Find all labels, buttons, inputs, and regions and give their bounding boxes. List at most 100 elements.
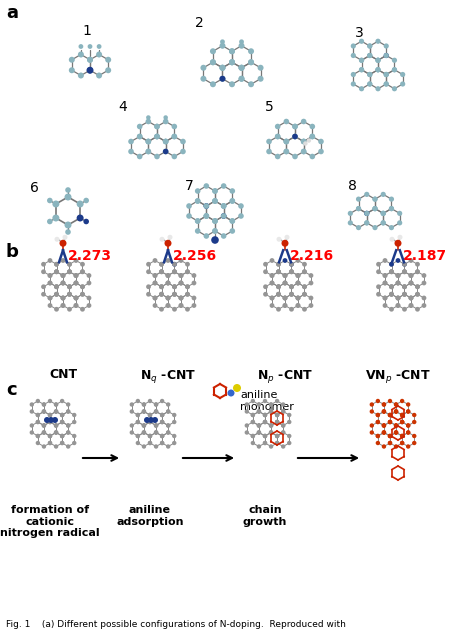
Circle shape <box>257 430 261 435</box>
Circle shape <box>383 273 387 278</box>
Circle shape <box>179 273 183 278</box>
Circle shape <box>406 444 410 449</box>
Circle shape <box>381 211 386 216</box>
Text: 6: 6 <box>30 181 39 195</box>
Circle shape <box>160 434 164 438</box>
Circle shape <box>367 72 373 77</box>
Circle shape <box>73 258 78 263</box>
Circle shape <box>212 198 218 204</box>
Circle shape <box>397 211 402 216</box>
Circle shape <box>257 430 261 435</box>
Circle shape <box>159 237 164 242</box>
Circle shape <box>54 262 59 267</box>
Circle shape <box>409 280 413 285</box>
Circle shape <box>29 430 34 435</box>
Circle shape <box>47 273 53 278</box>
Circle shape <box>392 86 397 91</box>
Circle shape <box>229 218 235 224</box>
Circle shape <box>67 262 72 267</box>
Circle shape <box>409 296 413 300</box>
Circle shape <box>281 444 285 449</box>
Circle shape <box>292 134 298 140</box>
Circle shape <box>159 284 164 289</box>
Circle shape <box>54 269 59 274</box>
Circle shape <box>302 292 307 296</box>
Text: formation of
cationic
nitrogen radical: formation of cationic nitrogen radical <box>0 505 100 538</box>
Circle shape <box>72 420 76 424</box>
Circle shape <box>153 273 157 278</box>
Circle shape <box>402 292 407 296</box>
Circle shape <box>275 123 281 129</box>
Circle shape <box>383 296 387 300</box>
Circle shape <box>221 203 227 209</box>
Circle shape <box>348 221 353 226</box>
Circle shape <box>359 67 364 73</box>
Circle shape <box>412 434 417 438</box>
Circle shape <box>195 188 201 194</box>
Circle shape <box>137 154 143 159</box>
Circle shape <box>263 262 268 267</box>
Circle shape <box>163 139 168 144</box>
Circle shape <box>409 280 413 285</box>
Circle shape <box>381 221 386 226</box>
Circle shape <box>263 284 268 289</box>
Circle shape <box>73 296 78 300</box>
Circle shape <box>153 280 157 285</box>
Text: 2.216: 2.216 <box>290 249 334 263</box>
Circle shape <box>66 430 70 435</box>
Circle shape <box>86 67 93 74</box>
Circle shape <box>296 296 301 300</box>
Text: CNT: CNT <box>49 368 77 381</box>
Circle shape <box>283 139 289 144</box>
Circle shape <box>412 441 417 445</box>
Circle shape <box>67 284 72 289</box>
Circle shape <box>370 410 374 413</box>
Circle shape <box>42 410 46 413</box>
Circle shape <box>179 296 183 300</box>
Circle shape <box>221 233 227 239</box>
Circle shape <box>64 221 72 228</box>
Circle shape <box>283 296 287 300</box>
Circle shape <box>220 39 225 44</box>
Circle shape <box>276 292 281 296</box>
Circle shape <box>41 292 46 296</box>
Circle shape <box>389 269 394 274</box>
Circle shape <box>396 273 401 278</box>
Circle shape <box>296 303 301 308</box>
Circle shape <box>283 280 287 285</box>
Circle shape <box>203 183 209 189</box>
Circle shape <box>83 219 89 224</box>
Circle shape <box>47 296 53 300</box>
Circle shape <box>392 67 397 73</box>
Circle shape <box>381 211 386 216</box>
Circle shape <box>159 262 164 267</box>
Circle shape <box>142 410 146 413</box>
Circle shape <box>394 410 398 413</box>
Circle shape <box>179 280 183 285</box>
Circle shape <box>80 269 85 274</box>
Circle shape <box>376 262 381 267</box>
Circle shape <box>257 423 261 428</box>
Circle shape <box>251 434 255 438</box>
Circle shape <box>172 292 177 296</box>
Circle shape <box>359 39 364 44</box>
Circle shape <box>172 123 177 129</box>
Circle shape <box>289 269 294 274</box>
Circle shape <box>60 441 64 445</box>
Circle shape <box>136 441 140 445</box>
Circle shape <box>275 434 279 438</box>
Circle shape <box>257 444 261 449</box>
Circle shape <box>376 284 381 289</box>
Circle shape <box>142 444 146 449</box>
Text: a: a <box>6 4 18 22</box>
Circle shape <box>388 420 392 424</box>
Circle shape <box>229 218 235 224</box>
Circle shape <box>146 115 151 120</box>
Circle shape <box>383 280 387 285</box>
Circle shape <box>375 67 381 73</box>
Circle shape <box>148 420 152 424</box>
Circle shape <box>396 296 401 300</box>
Circle shape <box>219 65 226 71</box>
Circle shape <box>364 211 369 216</box>
Circle shape <box>60 434 64 438</box>
